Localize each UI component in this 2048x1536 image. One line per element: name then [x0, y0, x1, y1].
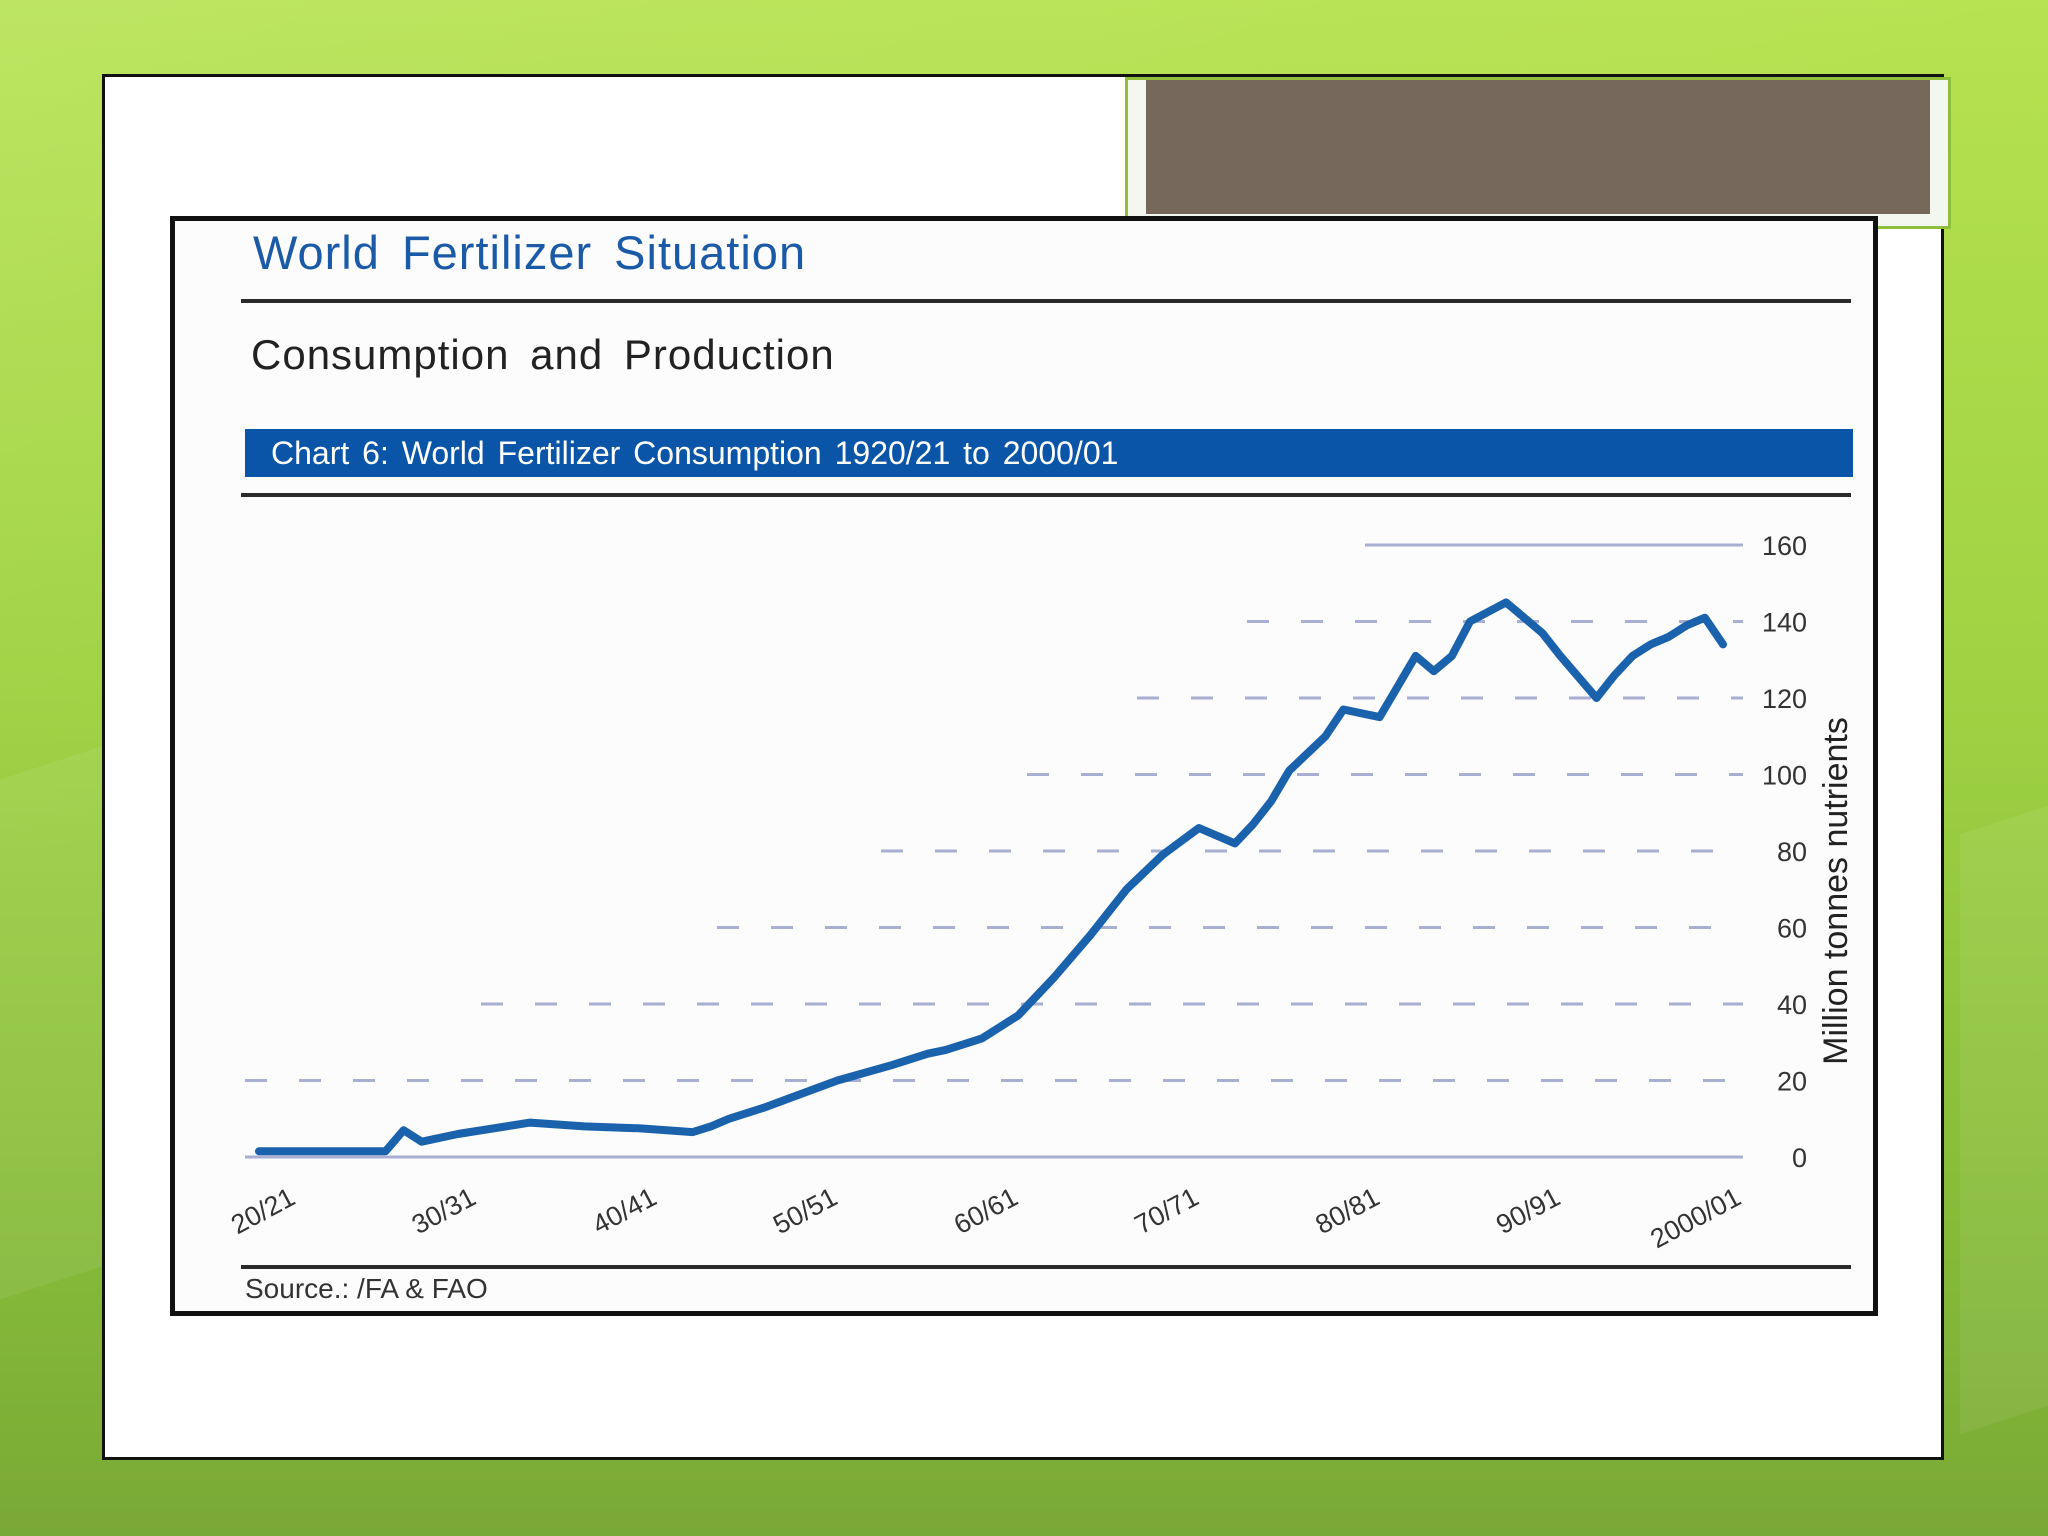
x-tick-label: 20/21	[226, 1182, 300, 1240]
data-point	[1521, 615, 1527, 621]
banner-divider	[241, 493, 1851, 497]
x-tick-label: 60/61	[949, 1182, 1023, 1240]
y-tick-label: 40	[1777, 990, 1807, 1020]
data-point	[798, 1091, 804, 1097]
data-point	[581, 1123, 587, 1129]
data-point	[328, 1148, 334, 1154]
data-point	[889, 1062, 895, 1068]
data-point	[1340, 707, 1346, 712]
y-tick-label: 80	[1777, 837, 1807, 867]
data-point	[1015, 1013, 1021, 1018]
data-point	[1051, 974, 1057, 980]
data-point	[1702, 615, 1708, 621]
x-tick-label: 50/51	[768, 1182, 842, 1240]
consumption-series-line	[255, 598, 1727, 1156]
source-divider	[241, 1265, 1851, 1269]
y-tick-label: 60	[1777, 914, 1807, 944]
data-point	[1467, 619, 1473, 624]
y-axis-label: Million tonnes nutrients	[1817, 717, 1855, 1065]
data-point	[1684, 622, 1690, 628]
data-point	[1268, 798, 1274, 804]
data-point	[455, 1131, 461, 1137]
data-point	[383, 1148, 388, 1154]
data-point	[1612, 672, 1618, 678]
data-point	[527, 1120, 533, 1126]
y-tick-label: 120	[1762, 684, 1807, 714]
data-point	[1503, 599, 1509, 605]
data-point	[1594, 695, 1599, 701]
data-point	[1449, 653, 1455, 659]
data-point	[1377, 714, 1383, 720]
y-tick-label: 100	[1762, 761, 1807, 791]
background-facet	[1960, 805, 2048, 1435]
y-tick-label: 20	[1777, 1067, 1807, 1097]
y-tick-label: 0	[1792, 1143, 1807, 1173]
data-point	[636, 1125, 642, 1131]
data-point	[1666, 634, 1672, 640]
title-divider	[241, 299, 1851, 303]
slide-title-placeholder-fill	[1146, 80, 1930, 214]
chart-image-frame: World Fertilizer Situation Consumption a…	[170, 216, 1878, 1316]
data-point	[708, 1123, 714, 1129]
data-point	[1539, 630, 1545, 636]
x-tick-label: 30/31	[407, 1182, 481, 1240]
line-chart: 0 20 40 60 80 100 120 140 160 20/21 30/31 40/41 50/5…	[226, 531, 1855, 1254]
data-point	[834, 1078, 840, 1083]
data-point	[1232, 840, 1238, 846]
data-point	[1250, 821, 1256, 827]
data-point	[1557, 653, 1563, 659]
x-tick-label: 40/41	[588, 1182, 662, 1240]
data-point	[690, 1129, 696, 1135]
data-point	[762, 1104, 768, 1110]
data-point	[1087, 932, 1093, 938]
data-point	[1630, 653, 1636, 659]
data-point	[1160, 852, 1166, 858]
data-point	[1395, 684, 1401, 689]
data-point	[401, 1127, 407, 1133]
x-tick-label: 90/91	[1491, 1182, 1565, 1240]
report-subtitle: Consumption and Production	[251, 331, 835, 378]
y-tick-label: 140	[1762, 608, 1807, 638]
data-point	[1124, 886, 1130, 892]
data-point	[1431, 668, 1437, 674]
y-tick-label: 160	[1762, 531, 1807, 561]
data-point	[1322, 733, 1328, 739]
x-tick-label: 80/81	[1311, 1182, 1385, 1240]
data-point	[1648, 641, 1654, 647]
source-note: Source.: /FA & FAO	[245, 1273, 488, 1304]
data-point	[925, 1051, 931, 1057]
report-title: World Fertilizer Situation	[253, 226, 807, 279]
data-point	[1359, 710, 1364, 716]
data-point	[1196, 825, 1202, 831]
data-point	[1720, 641, 1726, 647]
data-point	[979, 1035, 985, 1041]
data-point	[726, 1116, 732, 1122]
data-point	[1413, 653, 1419, 659]
chart-title-banner: Chart 6: World Fertilizer Consumption 19…	[245, 429, 1853, 477]
slide-title-placeholder	[1125, 77, 1951, 229]
data-point	[1286, 768, 1292, 774]
x-tick-label: 70/71	[1130, 1182, 1204, 1240]
data-point	[256, 1148, 262, 1154]
data-point	[943, 1047, 949, 1053]
data-point	[419, 1139, 425, 1145]
x-tick-label: 2000/01	[1645, 1182, 1745, 1254]
